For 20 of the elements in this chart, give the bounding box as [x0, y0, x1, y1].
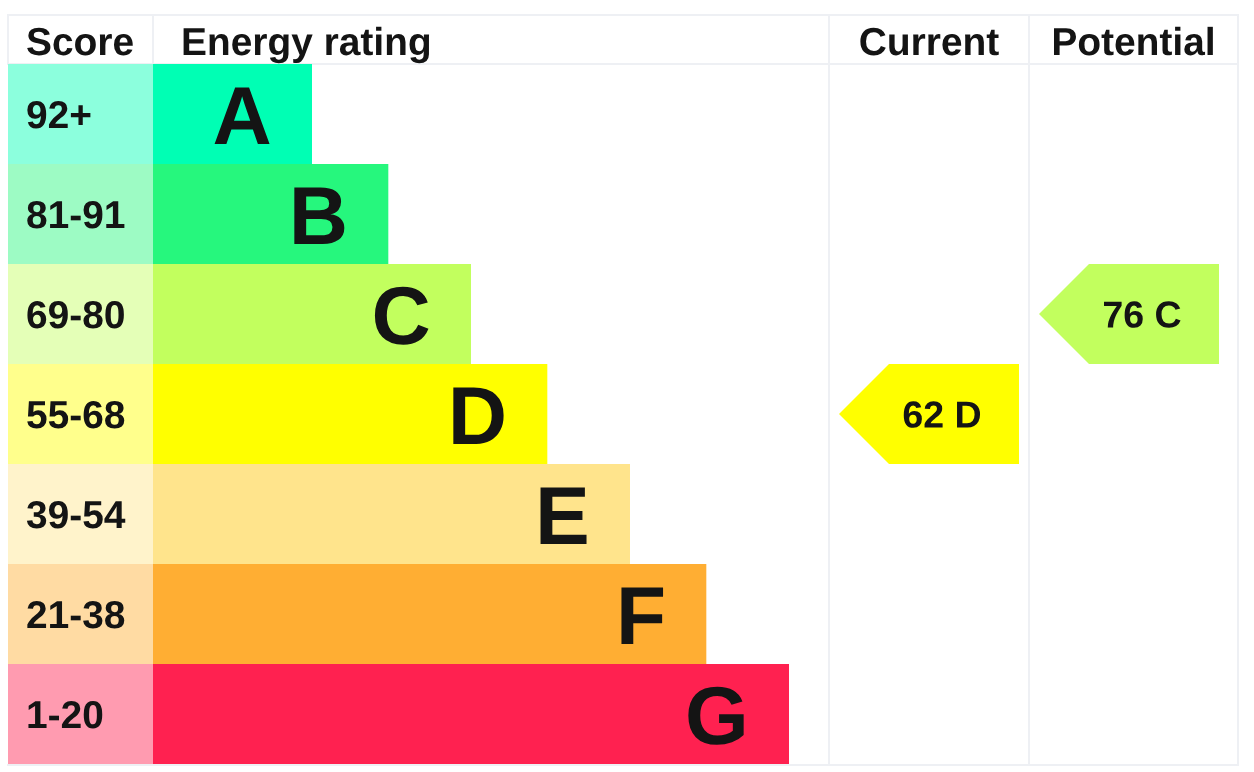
data-label: 76 C — [1104, 301, 1181, 328]
y-tick-label: 55-68 — [27, 400, 125, 429]
x-axis-title: Energy rating — [183, 26, 430, 64]
text: Potential — [1054, 26, 1213, 56]
y-tick-label: 81-91 — [27, 200, 125, 229]
annotation: E — [540, 487, 587, 544]
text: Current — [860, 27, 999, 56]
y-axis-title: Score — [27, 27, 133, 56]
y-tick-label: 21-38 — [27, 600, 125, 629]
annotation: D — [453, 387, 504, 444]
y-tick-label: 92+ — [27, 100, 91, 129]
y-tick-label: 39-54 — [26, 500, 126, 529]
y-tick-label: 1-20 — [28, 700, 103, 729]
annotation: F — [621, 587, 664, 644]
annotation: A — [214, 87, 270, 144]
annotation: C — [374, 286, 429, 345]
annotation: B — [294, 187, 345, 244]
data-label: 62 D — [903, 401, 981, 428]
y-tick-label: 69-80 — [27, 300, 124, 329]
annotation: G — [688, 686, 744, 745]
